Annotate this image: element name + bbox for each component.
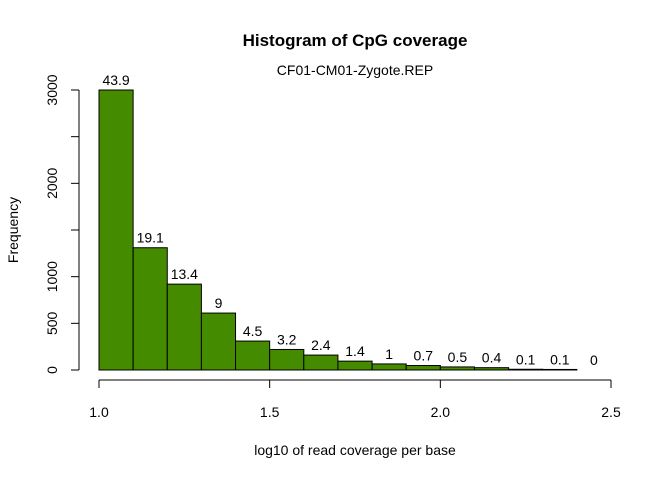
bar-data-label: 0.7: [414, 348, 434, 364]
x-tick-label: 1.5: [260, 404, 280, 420]
histogram-bar: [473, 367, 510, 371]
bar-data-label: 1.4: [345, 343, 365, 359]
x-tick-label: 2.5: [601, 404, 621, 420]
bar-data-label: 1: [385, 346, 393, 362]
histogram-bar: [508, 368, 544, 371]
y-axis: 0 500 1000 2000 3000: [44, 74, 80, 374]
x-axis-label: log10 of read coverage per base: [254, 442, 456, 458]
bar-data-label: 3.2: [277, 331, 297, 347]
x-tick-label: 1.0: [89, 404, 109, 420]
histogram-bar: [439, 366, 475, 371]
bar-data-label: 4.5: [243, 323, 263, 339]
y-axis-label: Frequency: [5, 197, 21, 263]
histogram-bar: [371, 363, 407, 371]
histogram-bar: [235, 340, 271, 371]
histogram-bar: [200, 312, 237, 371]
bar-data-label: 9: [215, 295, 223, 311]
x-axis: 1.0 1.5 2.0 2.5: [89, 379, 621, 420]
histogram-bar: [303, 354, 339, 371]
y-tick-label: 2000: [44, 168, 60, 199]
histogram-bar: [166, 283, 202, 371]
bar-data-label: 0.5: [448, 349, 468, 365]
histogram-bar: [542, 368, 578, 371]
histogram-bar: [269, 348, 305, 371]
histogram-bar: [337, 360, 373, 371]
bar-data-label: 0: [590, 352, 598, 368]
bar-labels-group: 43.9 19.1 13.4 9 4.5 3.2 2.4 1.4 1 0.7 0.5 0.4 0.1 0.…: [102, 72, 598, 368]
bars-group: [98, 89, 578, 371]
histogram-bar: [98, 89, 134, 371]
histogram-bar: [132, 247, 168, 371]
y-tick-label: 1000: [44, 261, 60, 292]
bar-data-label: 0.1: [516, 351, 536, 367]
bar-data-label: 2.4: [311, 337, 331, 353]
histogram-bar: [405, 365, 441, 371]
chart-subtitle: CF01-CM01-Zygote.REP: [277, 62, 433, 78]
bar-data-label: 19.1: [137, 230, 164, 246]
y-tick-label: 500: [44, 311, 60, 335]
chart-title: Histogram of CpG coverage: [243, 31, 468, 50]
bar-data-label: 43.9: [102, 72, 129, 88]
bar-data-label: 0.1: [550, 351, 570, 367]
bar-data-label: 0.4: [482, 350, 502, 366]
bar-data-label: 13.4: [171, 266, 198, 282]
y-tick-label: 3000: [44, 74, 60, 105]
x-tick-label: 2.0: [431, 404, 451, 420]
y-tick-label: 0: [44, 366, 60, 374]
